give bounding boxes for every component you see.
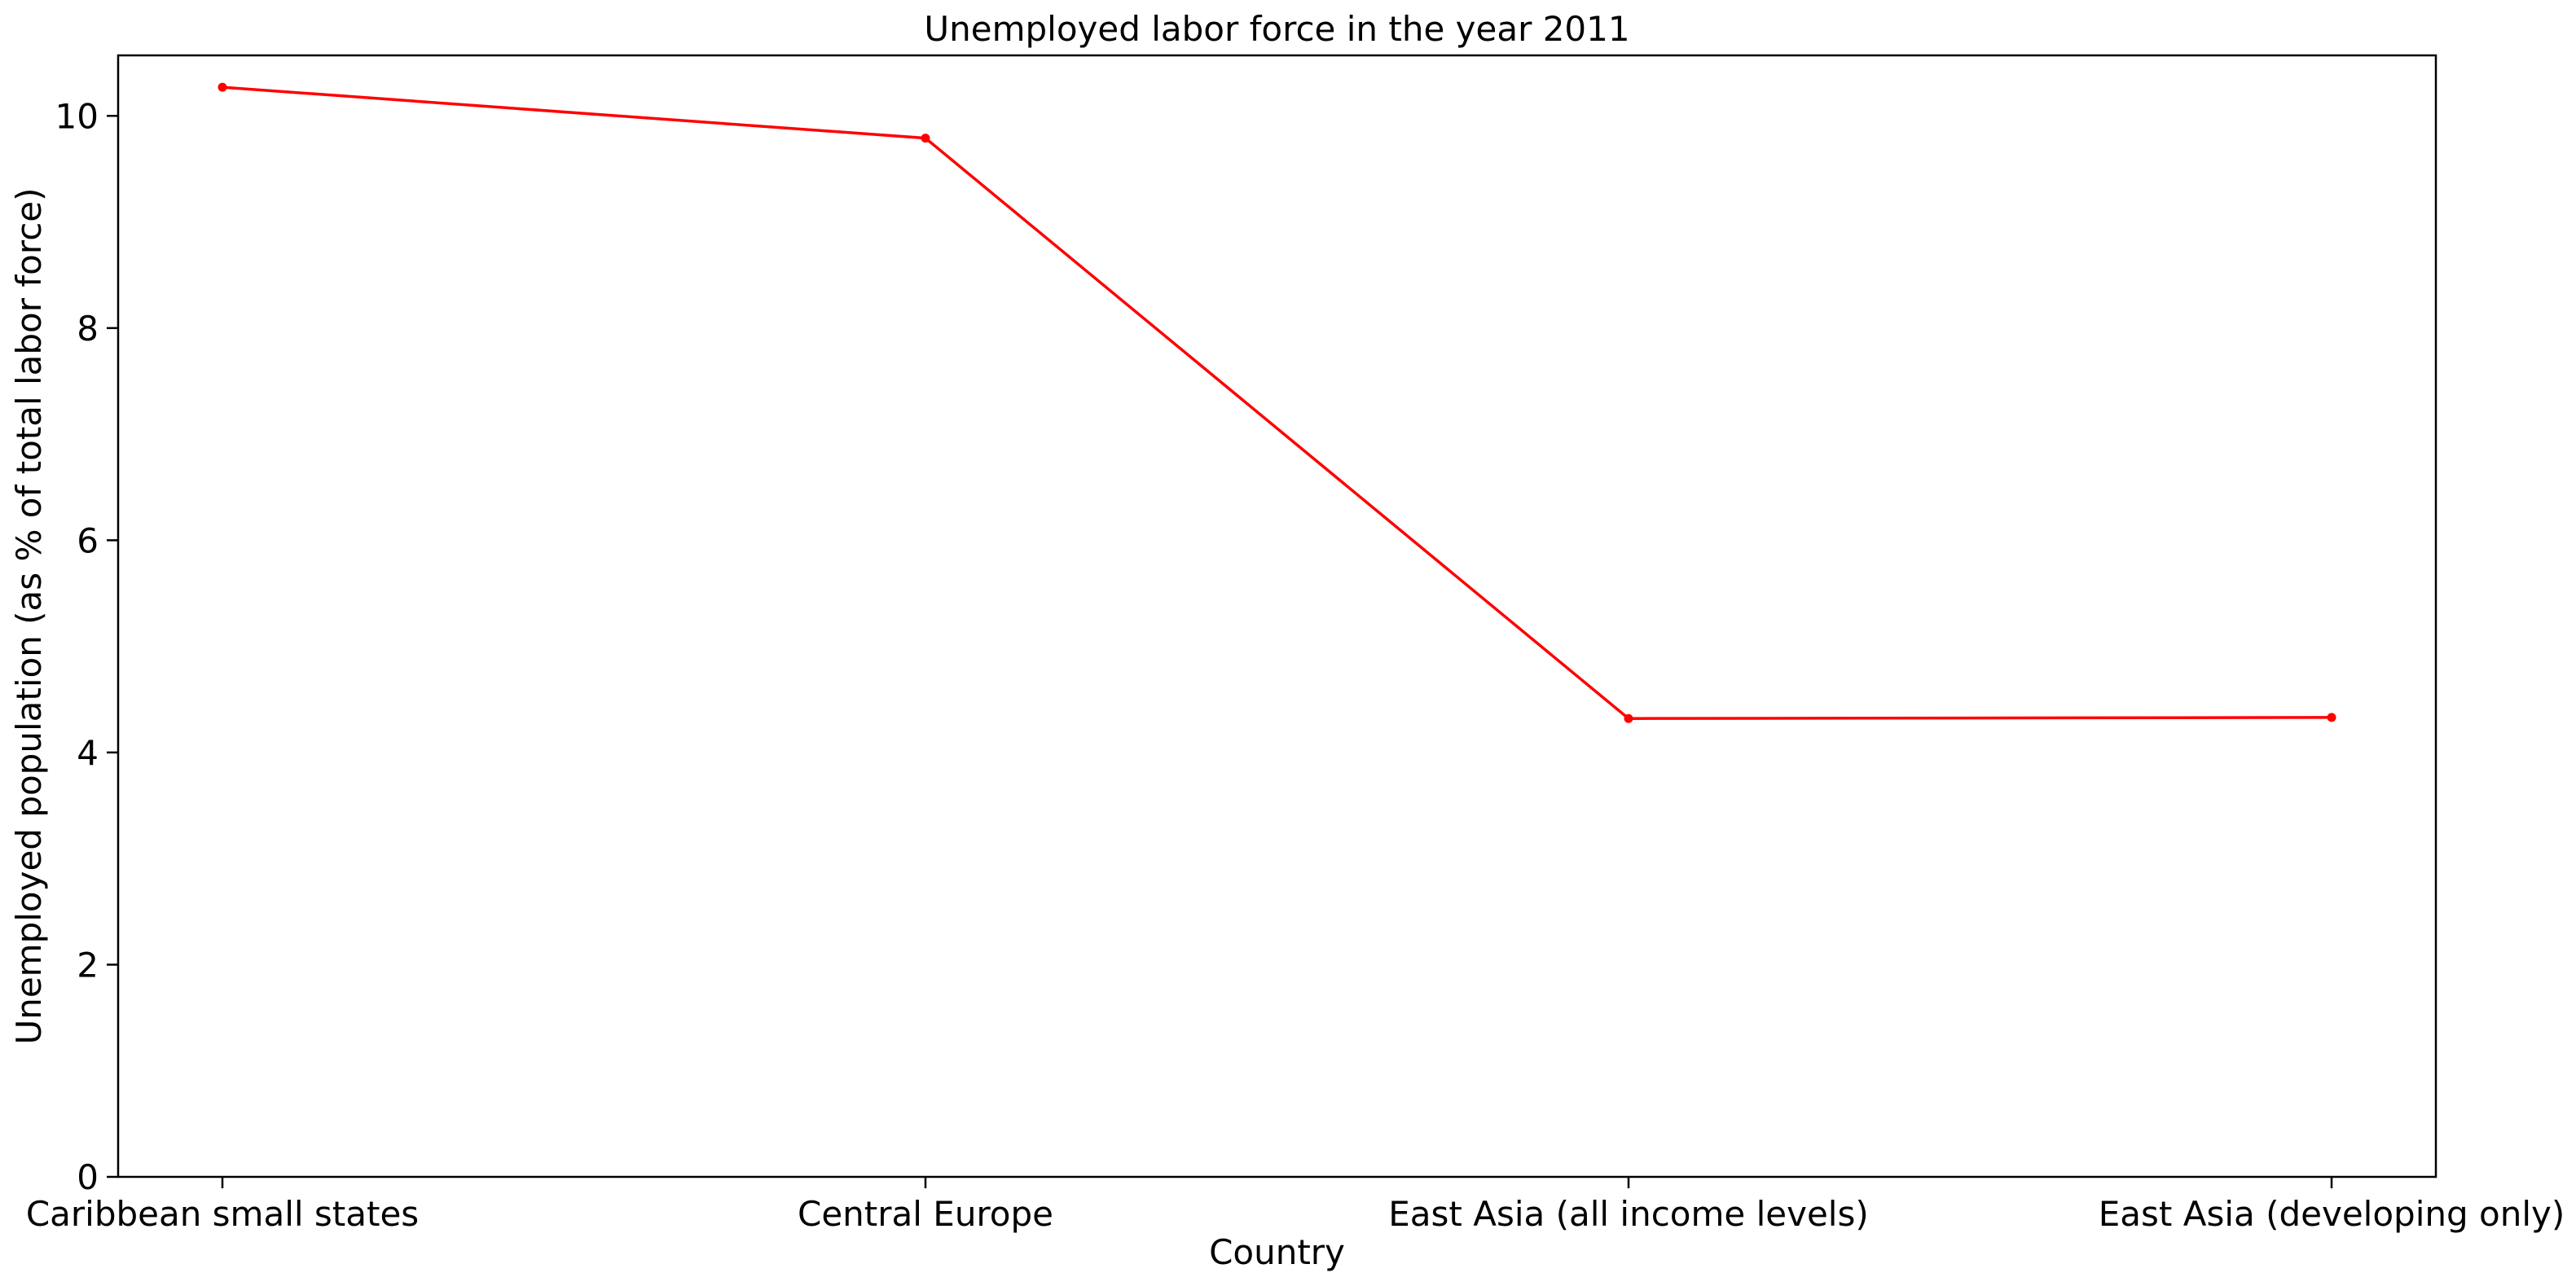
x-tick-label: Central Europe [798,1194,1053,1234]
y-axis: 0 2 4 6 8 10 [55,96,118,1197]
series-line [222,86,2332,720]
data-point [218,82,227,92]
y-axis-title: Unemployed population (as % of total lab… [9,187,49,1044]
y-tick-label: 4 [77,733,99,773]
chart-title: Unemployed labor force in the year 2011 [924,9,1629,49]
data-point [1624,713,1633,723]
y-tick-label: 6 [77,520,99,560]
y-tick-label: 8 [77,309,99,349]
x-tick-label: Caribbean small states [26,1194,419,1234]
data-point [921,134,930,143]
y-tick-label: 10 [55,96,99,136]
x-tick-label: East Asia (all income levels) [1388,1194,1868,1234]
y-tick-label: 0 [77,1157,99,1197]
series-layer [218,82,2336,723]
plot-area [116,54,2438,1178]
y-tick-label: 2 [77,945,99,985]
x-axis: Caribbean small states Central Europe East… [26,1177,2565,1234]
x-axis-title: Country [1209,1232,1345,1272]
data-point [2327,713,2336,722]
x-tick-label: East Asia (developing only) [2099,1194,2565,1234]
